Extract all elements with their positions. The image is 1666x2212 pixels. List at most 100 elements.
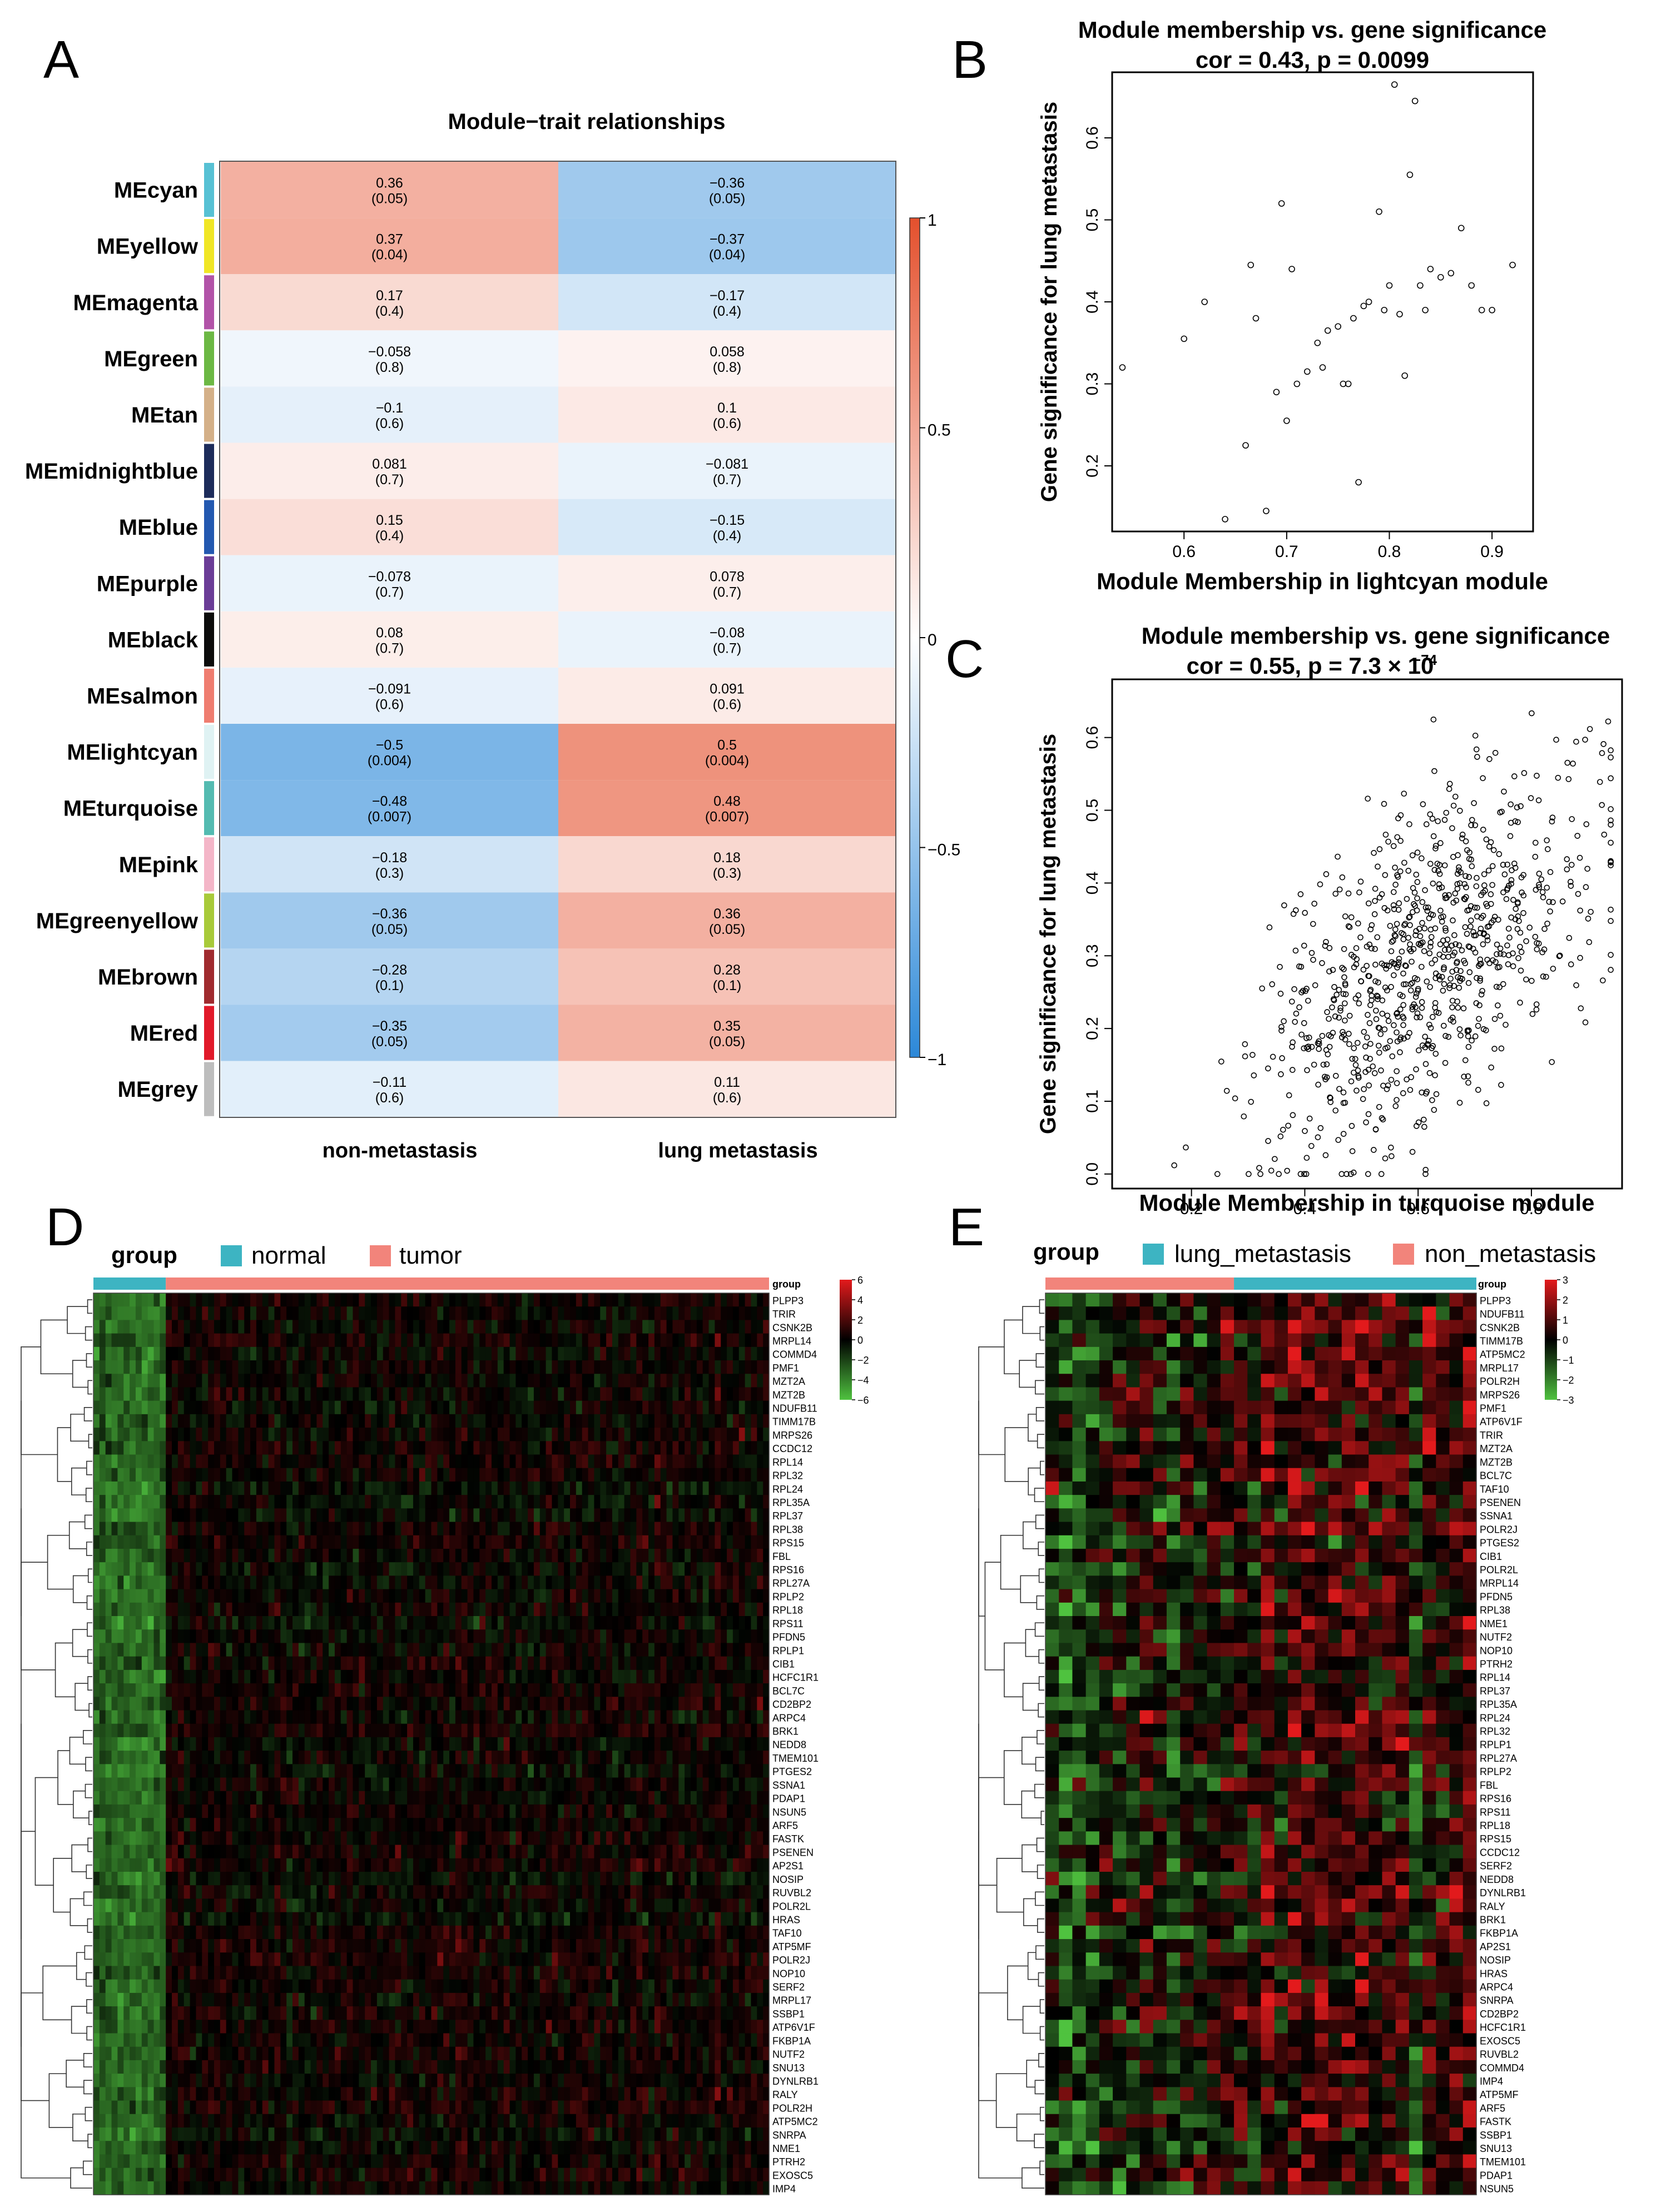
heatmap-cell <box>383 1683 390 1697</box>
heatmap-cell <box>685 1400 691 1415</box>
heatmap-cell <box>256 1697 263 1711</box>
heatmap-cell <box>431 1683 438 1697</box>
heatmap-cell <box>316 1616 323 1630</box>
data-point <box>1511 861 1518 867</box>
data-point <box>1473 883 1480 889</box>
heatmap-cell <box>123 1737 130 1751</box>
heatmap-cell <box>564 1414 571 1428</box>
heatmap-cell <box>696 1602 703 1617</box>
data-point <box>1280 1126 1286 1133</box>
heatmap-cell <box>286 1306 293 1321</box>
heatmap-cell <box>274 1643 281 1657</box>
heatmap-cell <box>461 1441 468 1455</box>
heatmap-cell <box>105 1333 112 1348</box>
heatmap-cell <box>340 1508 348 1523</box>
data-point <box>1278 1023 1285 1030</box>
heatmap-cell <box>515 1669 522 1684</box>
heatmap-cell <box>461 1723 468 1738</box>
data-point <box>1412 903 1418 909</box>
heatmap-cell <box>582 1306 589 1321</box>
heatmap-cell <box>606 1737 613 1751</box>
heatmap-cell <box>485 1602 492 1617</box>
heatmap-cell <box>413 1333 420 1348</box>
heatmap-cell <box>594 1495 601 1509</box>
heatmap-cell <box>648 1454 655 1469</box>
heatmap-cell <box>153 1374 160 1388</box>
heatmap-cell <box>208 1616 215 1630</box>
heatmap-cell <box>172 1454 178 1469</box>
heatmap-cell <box>141 1643 148 1657</box>
heatmap-cell <box>564 1454 571 1469</box>
correlation-value: 0.08 <box>376 625 403 640</box>
heatmap-cell <box>99 1643 106 1657</box>
data-point <box>1263 508 1270 514</box>
heatmap-cell <box>636 1535 643 1549</box>
heatmap-cell <box>732 1562 740 1576</box>
heatmap-cell <box>214 1414 221 1428</box>
heatmap-cell <box>262 1589 269 1603</box>
heatmap-cell <box>111 1737 118 1751</box>
heatmap-cell <box>220 1697 227 1711</box>
y-tick-label: 0.3 <box>1083 944 1102 967</box>
heatmap-cell <box>298 1737 305 1751</box>
heatmap-cell <box>552 1400 558 1415</box>
heatmap-cell <box>485 1522 492 1536</box>
heatmap-cell <box>190 1710 197 1724</box>
heatmap-cell <box>413 1710 420 1724</box>
heatmap-cell <box>636 1468 643 1482</box>
heatmap-cell <box>130 1400 136 1415</box>
heatmap-cell <box>220 1495 227 1509</box>
heatmap-cell <box>93 1508 100 1523</box>
heatmap-cell <box>135 1683 142 1697</box>
heatmap-cell <box>437 1522 444 1536</box>
data-point <box>1201 299 1208 305</box>
heatmap-cell <box>666 1360 673 1374</box>
heatmap-cell <box>172 1306 178 1321</box>
y-tick-label: 0.6 <box>1083 126 1102 150</box>
heatmap-cell <box>702 1737 710 1751</box>
heatmap-cell <box>660 1669 667 1684</box>
heatmap-cell <box>491 1468 498 1482</box>
heatmap-cell <box>286 1387 293 1401</box>
heatmap-cell <box>376 1495 384 1509</box>
heatmap-cell <box>256 1293 263 1307</box>
heatmap-cell <box>298 1346 305 1361</box>
heatmap-cell <box>232 1387 239 1401</box>
heatmap-cell <box>618 1737 625 1751</box>
heatmap-cell <box>407 1683 414 1697</box>
heatmap-cell <box>528 1723 534 1738</box>
heatmap-cell <box>184 1441 191 1455</box>
heatmap-cell <box>696 1697 703 1711</box>
heatmap-cell <box>346 1602 354 1617</box>
heatmap-cell <box>214 1723 221 1738</box>
heatmap-cell <box>509 1575 516 1590</box>
heatmap-cell <box>642 1428 649 1441</box>
heatmap-cell <box>202 1575 209 1590</box>
heatmap-cell <box>431 1454 438 1469</box>
heatmap-cell <box>407 1737 414 1751</box>
heatmap-cell <box>105 1454 112 1469</box>
heatmap-cell <box>166 1602 172 1617</box>
heatmap-cell <box>268 1710 275 1724</box>
module-color-swatch <box>204 331 214 386</box>
heatmap-cell <box>135 1616 142 1630</box>
heatmap-cell <box>268 1562 275 1576</box>
data-point <box>1573 738 1579 745</box>
heatmap-cell <box>226 1643 233 1657</box>
heatmap-cell <box>196 1360 202 1374</box>
data-point <box>1316 1046 1322 1052</box>
heatmap-cell <box>751 1535 757 1549</box>
heatmap-cell <box>708 1629 715 1644</box>
heatmap-cell <box>371 1535 378 1549</box>
heatmap-cell <box>455 1575 462 1590</box>
heatmap-cell <box>757 1346 763 1361</box>
heatmap-cell <box>473 1669 480 1684</box>
module-row-MEblack: MEblack 0.08(0.7)−0.08(0.7) <box>108 611 896 668</box>
data-point <box>1477 975 1484 982</box>
data-point <box>1414 1010 1421 1017</box>
data-point <box>1463 884 1469 891</box>
heatmap-cell <box>383 1562 390 1576</box>
heatmap-cell <box>702 1360 710 1374</box>
data-point <box>1375 996 1381 1002</box>
heatmap-cell <box>298 1333 305 1348</box>
